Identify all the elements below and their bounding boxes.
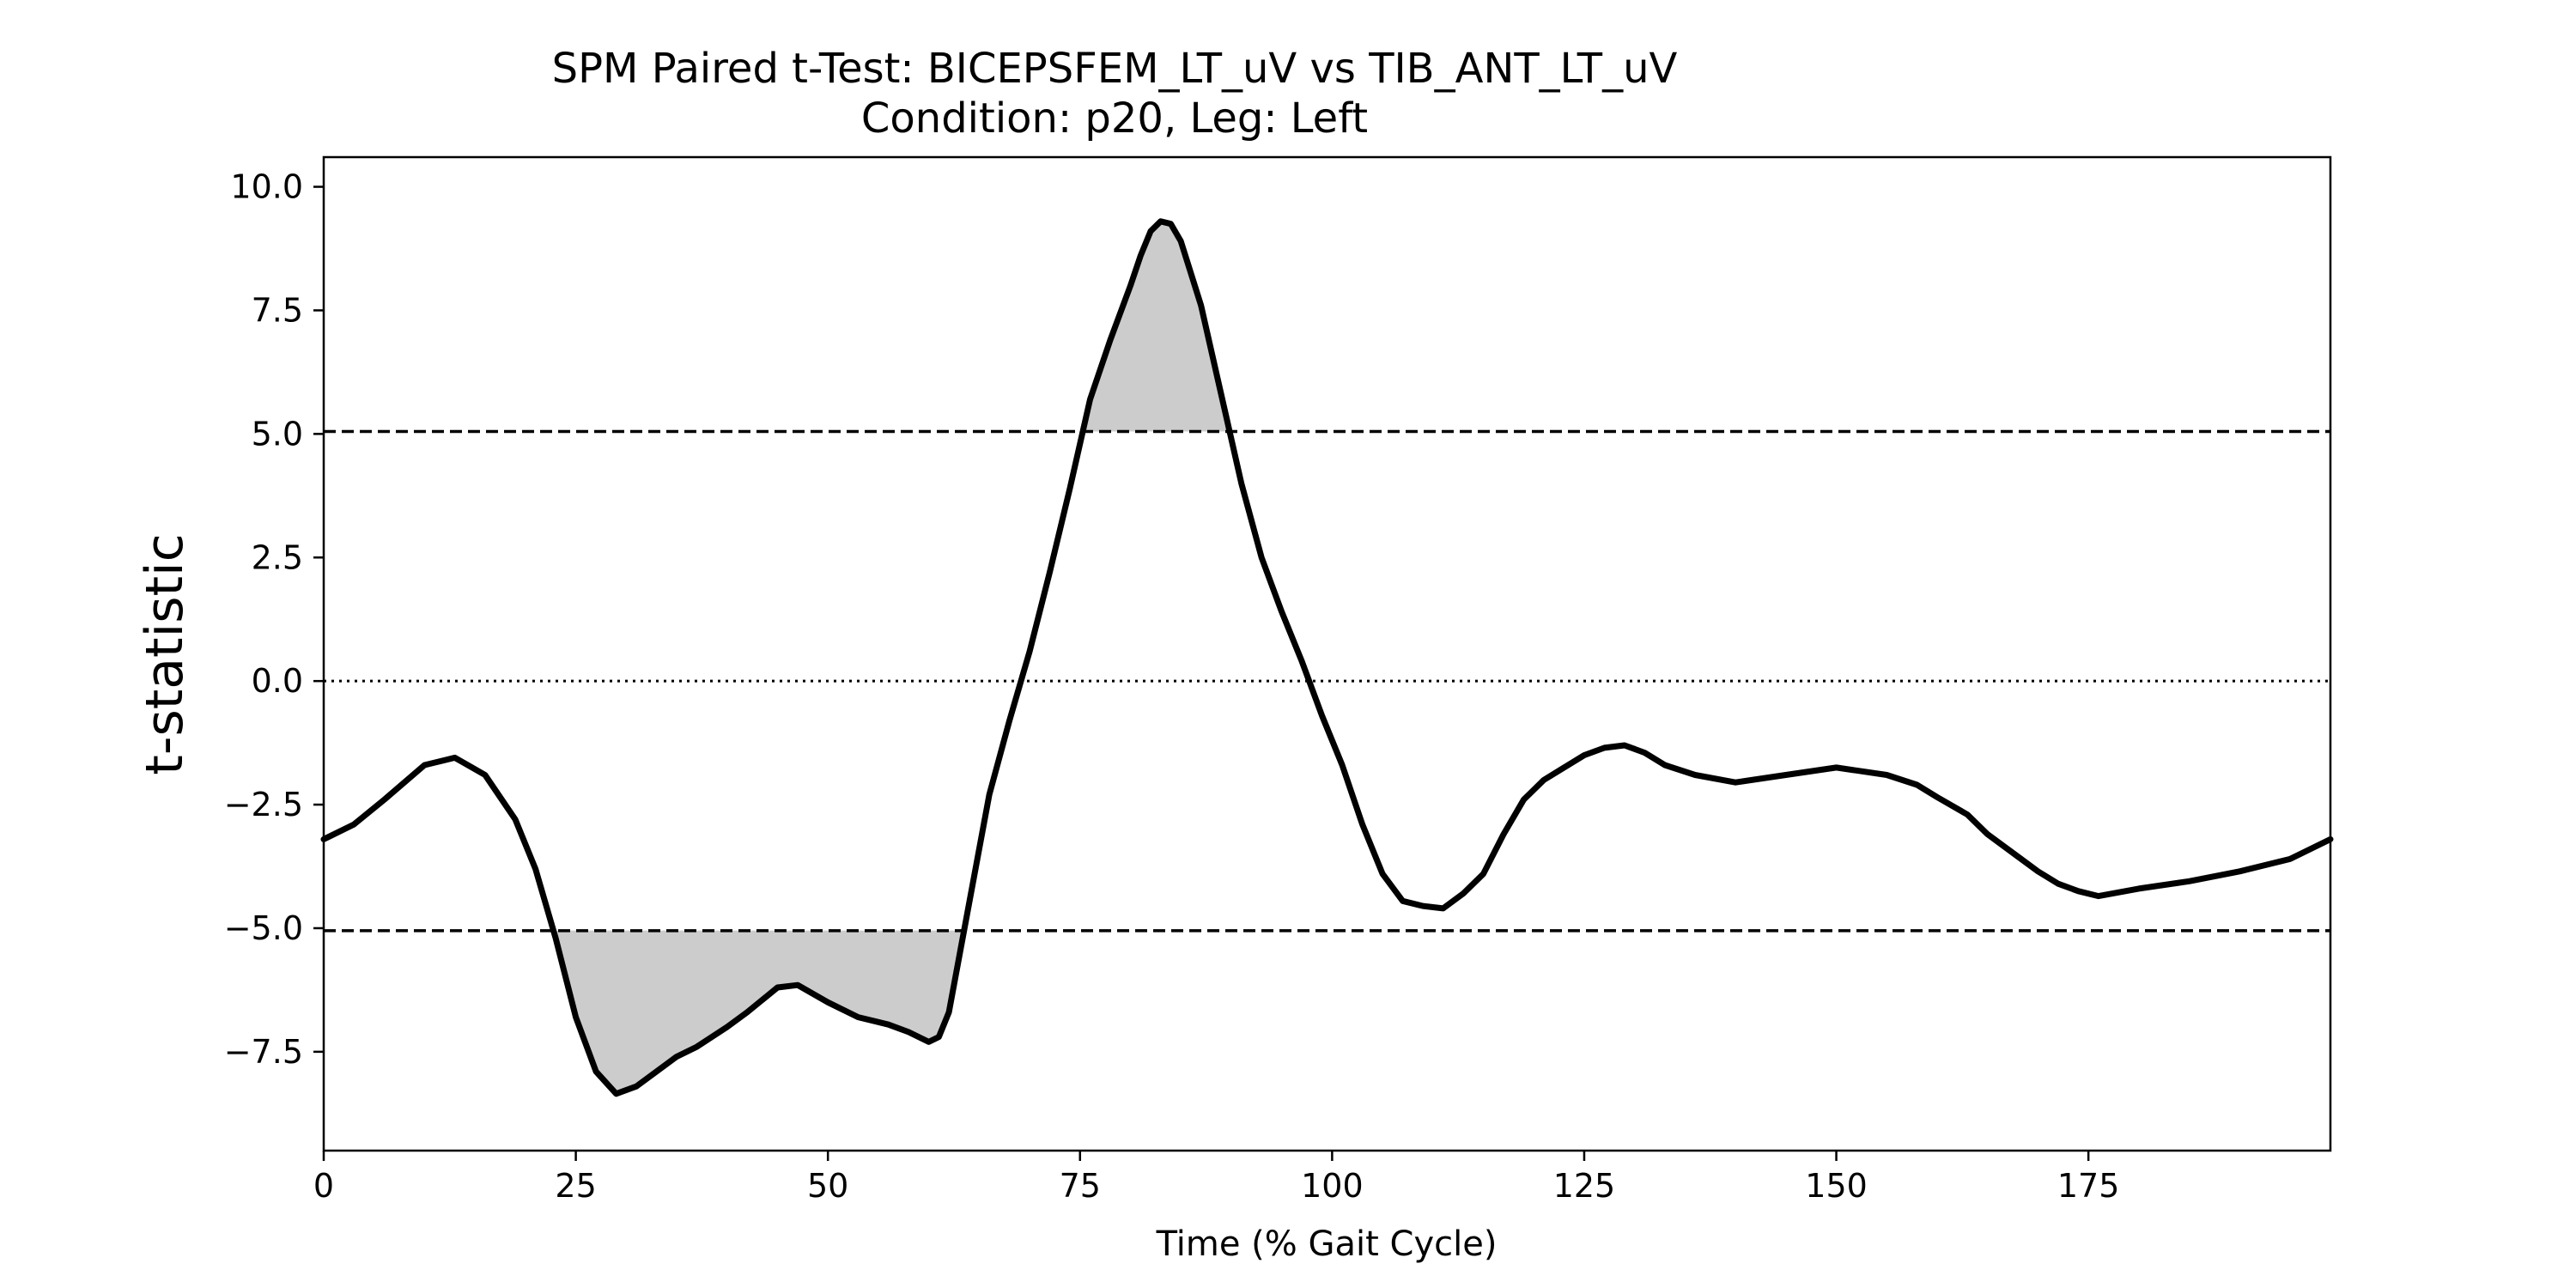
y-axis-ticks: 10.0 7.5 5.0 2.5 0.0 −2.5 −5.0 −7.5 (224, 168, 324, 1071)
x-tick-label: 25 (555, 1167, 596, 1205)
y-tick-label: 10.0 (230, 168, 303, 206)
significance-fill-layer (556, 221, 1229, 1094)
reference-line-layer (324, 429, 2330, 933)
y-tick-label: −2.5 (224, 786, 303, 823)
chart-title: SPM Paired t-Test: BICEPSFEM_LT_uV vs TI… (552, 45, 1678, 93)
x-axis-label: Time (% Gait Cycle) (1156, 1224, 1498, 1264)
y-tick-label: −5.0 (224, 909, 303, 947)
x-tick-label: 175 (2057, 1167, 2120, 1205)
y-axis-label: t-statistic (135, 533, 195, 775)
x-tick-label: 150 (1805, 1167, 1868, 1205)
y-tick-label: 5.0 (252, 415, 303, 453)
x-tick-label: 100 (1301, 1167, 1364, 1205)
x-tick-label: 75 (1060, 1167, 1101, 1205)
x-tick-label: 0 (313, 1167, 334, 1205)
y-tick-label: 2.5 (252, 538, 303, 576)
chart-subtitle: Condition: p20, Leg: Left (861, 94, 1368, 143)
series-line-layer (320, 218, 2334, 1097)
x-tick-label: 125 (1553, 1167, 1616, 1205)
significance-cluster (556, 930, 964, 1094)
plot-frame (322, 155, 2332, 1152)
x-tick-label: 50 (807, 1167, 848, 1205)
series-line (320, 218, 2334, 1097)
y-tick-label: −7.5 (224, 1033, 303, 1071)
x-axis-ticks: 0 25 50 75 100 125 150 175 (313, 1151, 2120, 1205)
y-tick-label: 7.5 (252, 291, 303, 329)
significance-cluster (1084, 221, 1229, 432)
y-tick-label: 0.0 (252, 662, 303, 700)
